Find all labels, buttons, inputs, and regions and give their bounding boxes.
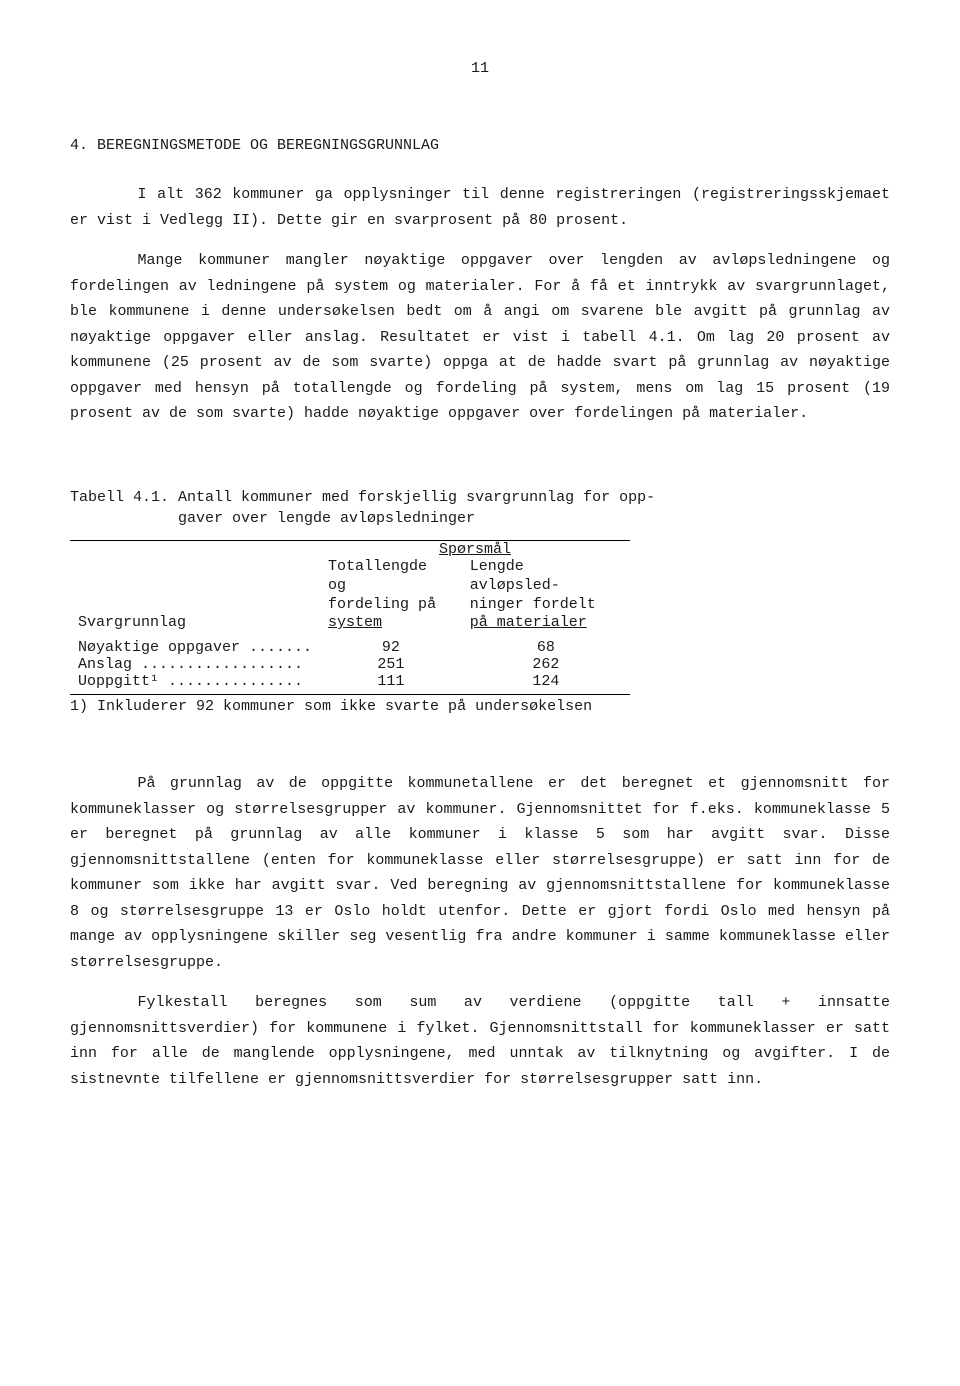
- paragraph-1: I alt 362 kommuner ga opplysninger til d…: [70, 182, 890, 233]
- col2-l2: ninger fordelt: [470, 596, 596, 613]
- data-table: Spørsmål Svargrunnlag Totallengde og for…: [70, 540, 630, 690]
- body-block: På grunnlag av de oppgitte kommunetallen…: [70, 771, 890, 1092]
- table-row: Anslag .................. 251 262: [70, 656, 630, 673]
- row-c2: 124: [462, 673, 630, 690]
- paragraph-4-text: Fylkestall beregnes som sum av verdiene …: [70, 994, 890, 1088]
- table-row: Uoppgitt¹ ............... 111 124: [70, 673, 630, 690]
- table-rowheader: Svargrunnlag: [78, 614, 186, 631]
- paragraph-2-text: Mange kommuner mangler nøyaktige oppgave…: [70, 252, 890, 422]
- row-c1: 251: [320, 656, 462, 673]
- paragraph-3: På grunnlag av de oppgitte kommunetallen…: [70, 771, 890, 975]
- paragraph-1-text: I alt 362 kommuner ga opplysninger til d…: [70, 186, 890, 229]
- table-caption-line2: gaver over lengde avløpsledninger: [70, 508, 890, 530]
- table-footnote: 1) Inkluderer 92 kommuner som ikke svart…: [70, 694, 630, 715]
- intro-block: I alt 362 kommuner ga opplysninger til d…: [70, 182, 890, 427]
- table-row: Nøyaktige oppgaver ....... 92 68: [70, 639, 630, 656]
- row-label: Nøyaktige oppgaver .......: [70, 639, 320, 656]
- paragraph-3-text: På grunnlag av de oppgitte kommunetallen…: [70, 775, 890, 971]
- table-group-header: Spørsmål: [439, 541, 511, 558]
- col2-l3: på materialer: [470, 614, 587, 631]
- paragraph-4: Fylkestall beregnes som sum av verdiene …: [70, 990, 890, 1092]
- table-caption: Tabell 4.1. Antall kommuner med forskjel…: [70, 487, 890, 531]
- row-c2: 68: [462, 639, 630, 656]
- table-caption-line1: Tabell 4.1. Antall kommuner med forskjel…: [70, 489, 655, 506]
- col1-l1: Totallengde og: [328, 558, 427, 594]
- row-label: Uoppgitt¹ ...............: [70, 673, 320, 690]
- col2-l1: Lengde avløpsled-: [470, 558, 560, 594]
- page-number: 11: [70, 60, 890, 77]
- paragraph-2: Mange kommuner mangler nøyaktige oppgave…: [70, 248, 890, 427]
- row-c1: 92: [320, 639, 462, 656]
- section-heading: 4. BEREGNINGSMETODE OG BEREGNINGSGRUNNLA…: [70, 137, 890, 154]
- row-label: Anslag ..................: [70, 656, 320, 673]
- col1-l2: fordeling på: [328, 596, 436, 613]
- row-c1: 111: [320, 673, 462, 690]
- document-page: 11 4. BEREGNINGSMETODE OG BEREGNINGSGRUN…: [0, 0, 960, 1386]
- row-c2: 262: [462, 656, 630, 673]
- col1-l3: system: [328, 614, 382, 631]
- table-4-1: Tabell 4.1. Antall kommuner med forskjel…: [70, 487, 890, 716]
